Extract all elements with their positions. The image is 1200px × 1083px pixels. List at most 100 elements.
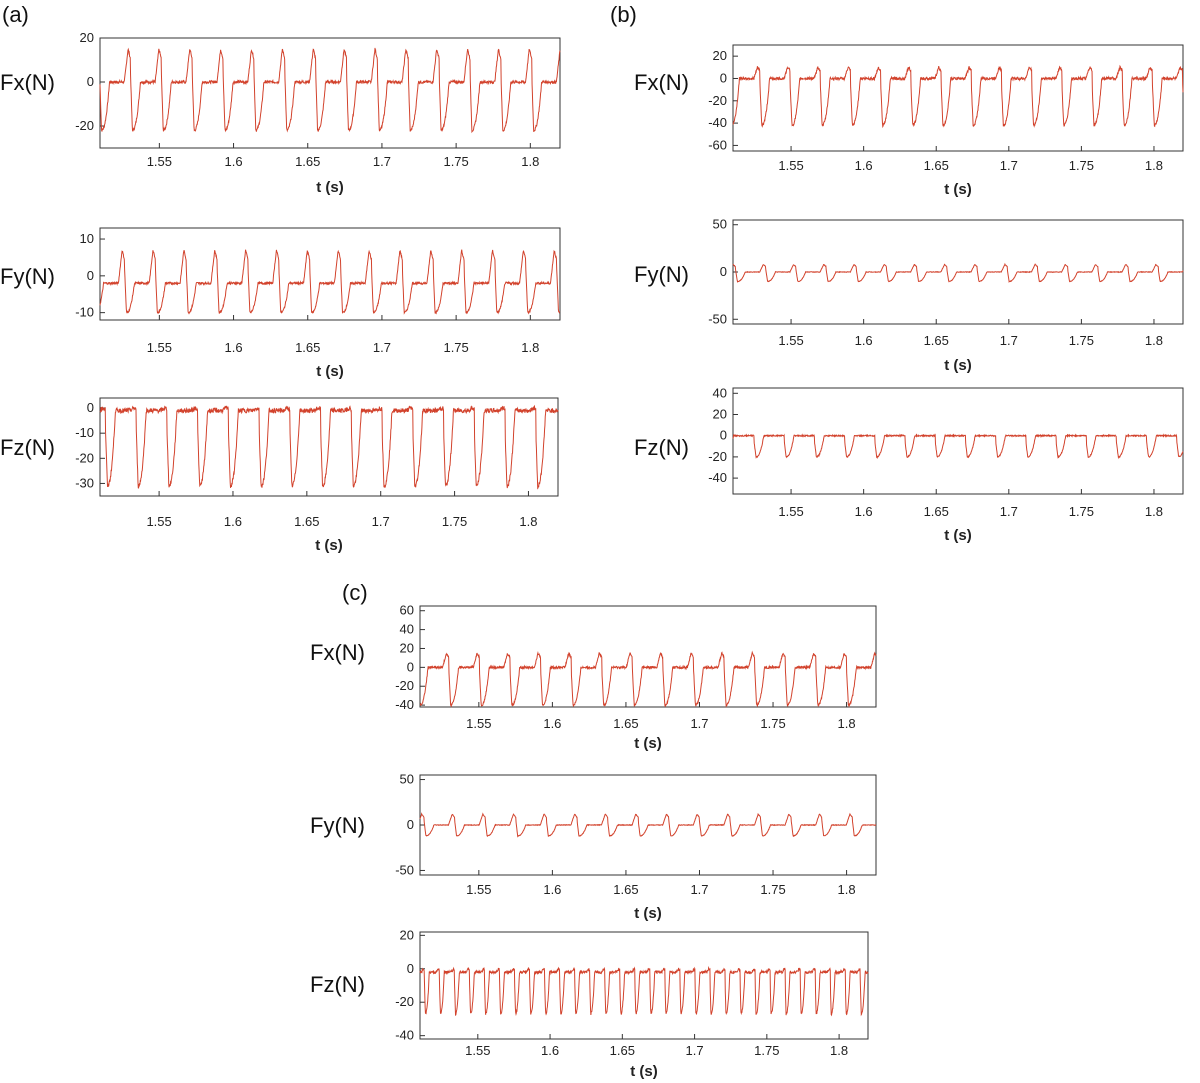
x-tick-label: 1.65 xyxy=(295,340,320,355)
y-tick-label: 0 xyxy=(407,659,414,674)
x-tick-label: 1.6 xyxy=(543,882,561,897)
y-tick-label: 0 xyxy=(407,961,414,976)
y-tick-label: -20 xyxy=(395,678,414,693)
x-tick-label: 1.8 xyxy=(519,514,537,529)
y-tick-label: -10 xyxy=(75,425,94,440)
x-tick-label: 1.7 xyxy=(1000,504,1018,519)
ylabel-b-fx: Fx(N) xyxy=(634,70,689,95)
x-tick-label: 1.65 xyxy=(295,154,320,169)
plot-frame xyxy=(99,37,561,149)
x-tick-label: 1.65 xyxy=(610,1043,635,1058)
y-tick-label: -50 xyxy=(395,862,414,877)
x-tick-label: 1.55 xyxy=(465,1043,490,1058)
x-tick-label: 1.65 xyxy=(924,158,949,173)
x-tick-label: 1.75 xyxy=(760,882,785,897)
y-tick-label: -10 xyxy=(75,305,94,320)
y-tick-label: -20 xyxy=(708,93,727,108)
y-tick-label: -20 xyxy=(75,450,94,465)
x-tick-label: 1.8 xyxy=(1145,158,1163,173)
x-tick-label: 1.55 xyxy=(466,882,491,897)
x-axis-label: t (s) xyxy=(630,1063,658,1080)
x-tick-label: 1.55 xyxy=(147,340,172,355)
x-tick-label: 1.55 xyxy=(778,333,803,348)
x-tick-label: 1.7 xyxy=(1000,158,1018,173)
force-series-line xyxy=(732,262,1184,283)
y-tick-label: -40 xyxy=(395,1028,414,1043)
ylabel-c-fx: Fx(N) xyxy=(310,640,365,665)
plot-frame xyxy=(99,227,561,321)
x-tick-label: 1.55 xyxy=(778,158,803,173)
y-tick-label: 0 xyxy=(720,70,727,85)
force-series-line xyxy=(419,965,869,1017)
y-tick-label: -50 xyxy=(708,311,727,326)
x-axis-label: t (s) xyxy=(944,527,972,544)
ylabel-b-fz: Fz(N) xyxy=(634,435,689,460)
x-tick-label: 1.65 xyxy=(924,333,949,348)
y-tick-label: -20 xyxy=(75,118,94,133)
x-tick-label: 1.8 xyxy=(830,1043,848,1058)
panel-label-a: (a) xyxy=(2,2,29,27)
x-tick-label: 1.8 xyxy=(521,340,539,355)
y-tick-label: 50 xyxy=(400,772,414,787)
x-axis-label: t (s) xyxy=(316,363,344,380)
x-tick-label: 1.55 xyxy=(466,716,491,731)
x-tick-label: 1.8 xyxy=(838,882,856,897)
y-tick-label: 0 xyxy=(87,74,94,89)
x-tick-label: 1.6 xyxy=(855,158,873,173)
x-tick-label: 1.6 xyxy=(225,340,243,355)
x-tick-label: 1.6 xyxy=(855,504,873,519)
x-tick-label: 1.7 xyxy=(1000,333,1018,348)
x-tick-label: 1.75 xyxy=(442,514,467,529)
y-tick-label: 20 xyxy=(80,30,94,45)
force-series-line xyxy=(99,249,561,315)
y-tick-label: -40 xyxy=(708,470,727,485)
y-tick-label: 0 xyxy=(87,400,94,415)
x-tick-label: 1.6 xyxy=(855,333,873,348)
x-tick-label: 1.7 xyxy=(690,882,708,897)
force-series-line xyxy=(419,812,877,838)
panel-label-c: (c) xyxy=(342,580,368,605)
y-tick-label: 0 xyxy=(407,817,414,832)
force-series-line xyxy=(99,47,561,134)
x-axis-label: t (s) xyxy=(944,357,972,374)
y-tick-label: 20 xyxy=(713,407,727,422)
plot-frame xyxy=(419,931,869,1040)
x-tick-label: 1.6 xyxy=(224,514,242,529)
x-tick-label: 1.75 xyxy=(443,154,468,169)
x-tick-label: 1.8 xyxy=(1145,333,1163,348)
x-axis-label: t (s) xyxy=(944,181,972,198)
x-tick-label: 1.7 xyxy=(373,154,391,169)
plot-frame xyxy=(419,605,877,708)
x-axis-label: t (s) xyxy=(634,735,662,752)
y-tick-label: -40 xyxy=(395,697,414,712)
force-series-line xyxy=(732,64,1184,129)
x-tick-label: 1.7 xyxy=(690,716,708,731)
x-tick-label: 1.8 xyxy=(838,716,856,731)
x-axis-label: t (s) xyxy=(316,179,344,196)
y-tick-label: 50 xyxy=(713,217,727,232)
y-tick-label: -20 xyxy=(708,449,727,464)
y-tick-label: 60 xyxy=(400,603,414,618)
y-tick-label: -20 xyxy=(395,994,414,1009)
y-tick-label: 10 xyxy=(80,231,94,246)
x-tick-label: 1.75 xyxy=(1069,333,1094,348)
ylabel-c-fz: Fz(N) xyxy=(310,972,365,997)
ylabel-b-fy: Fy(N) xyxy=(634,262,689,287)
plot-frame xyxy=(732,387,1184,495)
x-tick-label: 1.75 xyxy=(443,340,468,355)
force-series-line xyxy=(99,404,559,490)
y-tick-label: 20 xyxy=(400,927,414,942)
x-tick-label: 1.7 xyxy=(686,1043,704,1058)
x-axis-label: t (s) xyxy=(315,537,343,554)
x-tick-label: 1.6 xyxy=(543,716,561,731)
x-tick-label: 1.7 xyxy=(373,340,391,355)
x-tick-label: 1.65 xyxy=(924,504,949,519)
x-tick-label: 1.8 xyxy=(521,154,539,169)
ylabel-a-fx: Fx(N) xyxy=(0,70,55,95)
x-tick-label: 1.55 xyxy=(778,504,803,519)
x-tick-label: 1.8 xyxy=(1145,504,1163,519)
plot-frame xyxy=(732,44,1184,152)
x-tick-label: 1.65 xyxy=(613,716,638,731)
y-tick-label: 0 xyxy=(720,264,727,279)
x-tick-label: 1.75 xyxy=(1069,504,1094,519)
